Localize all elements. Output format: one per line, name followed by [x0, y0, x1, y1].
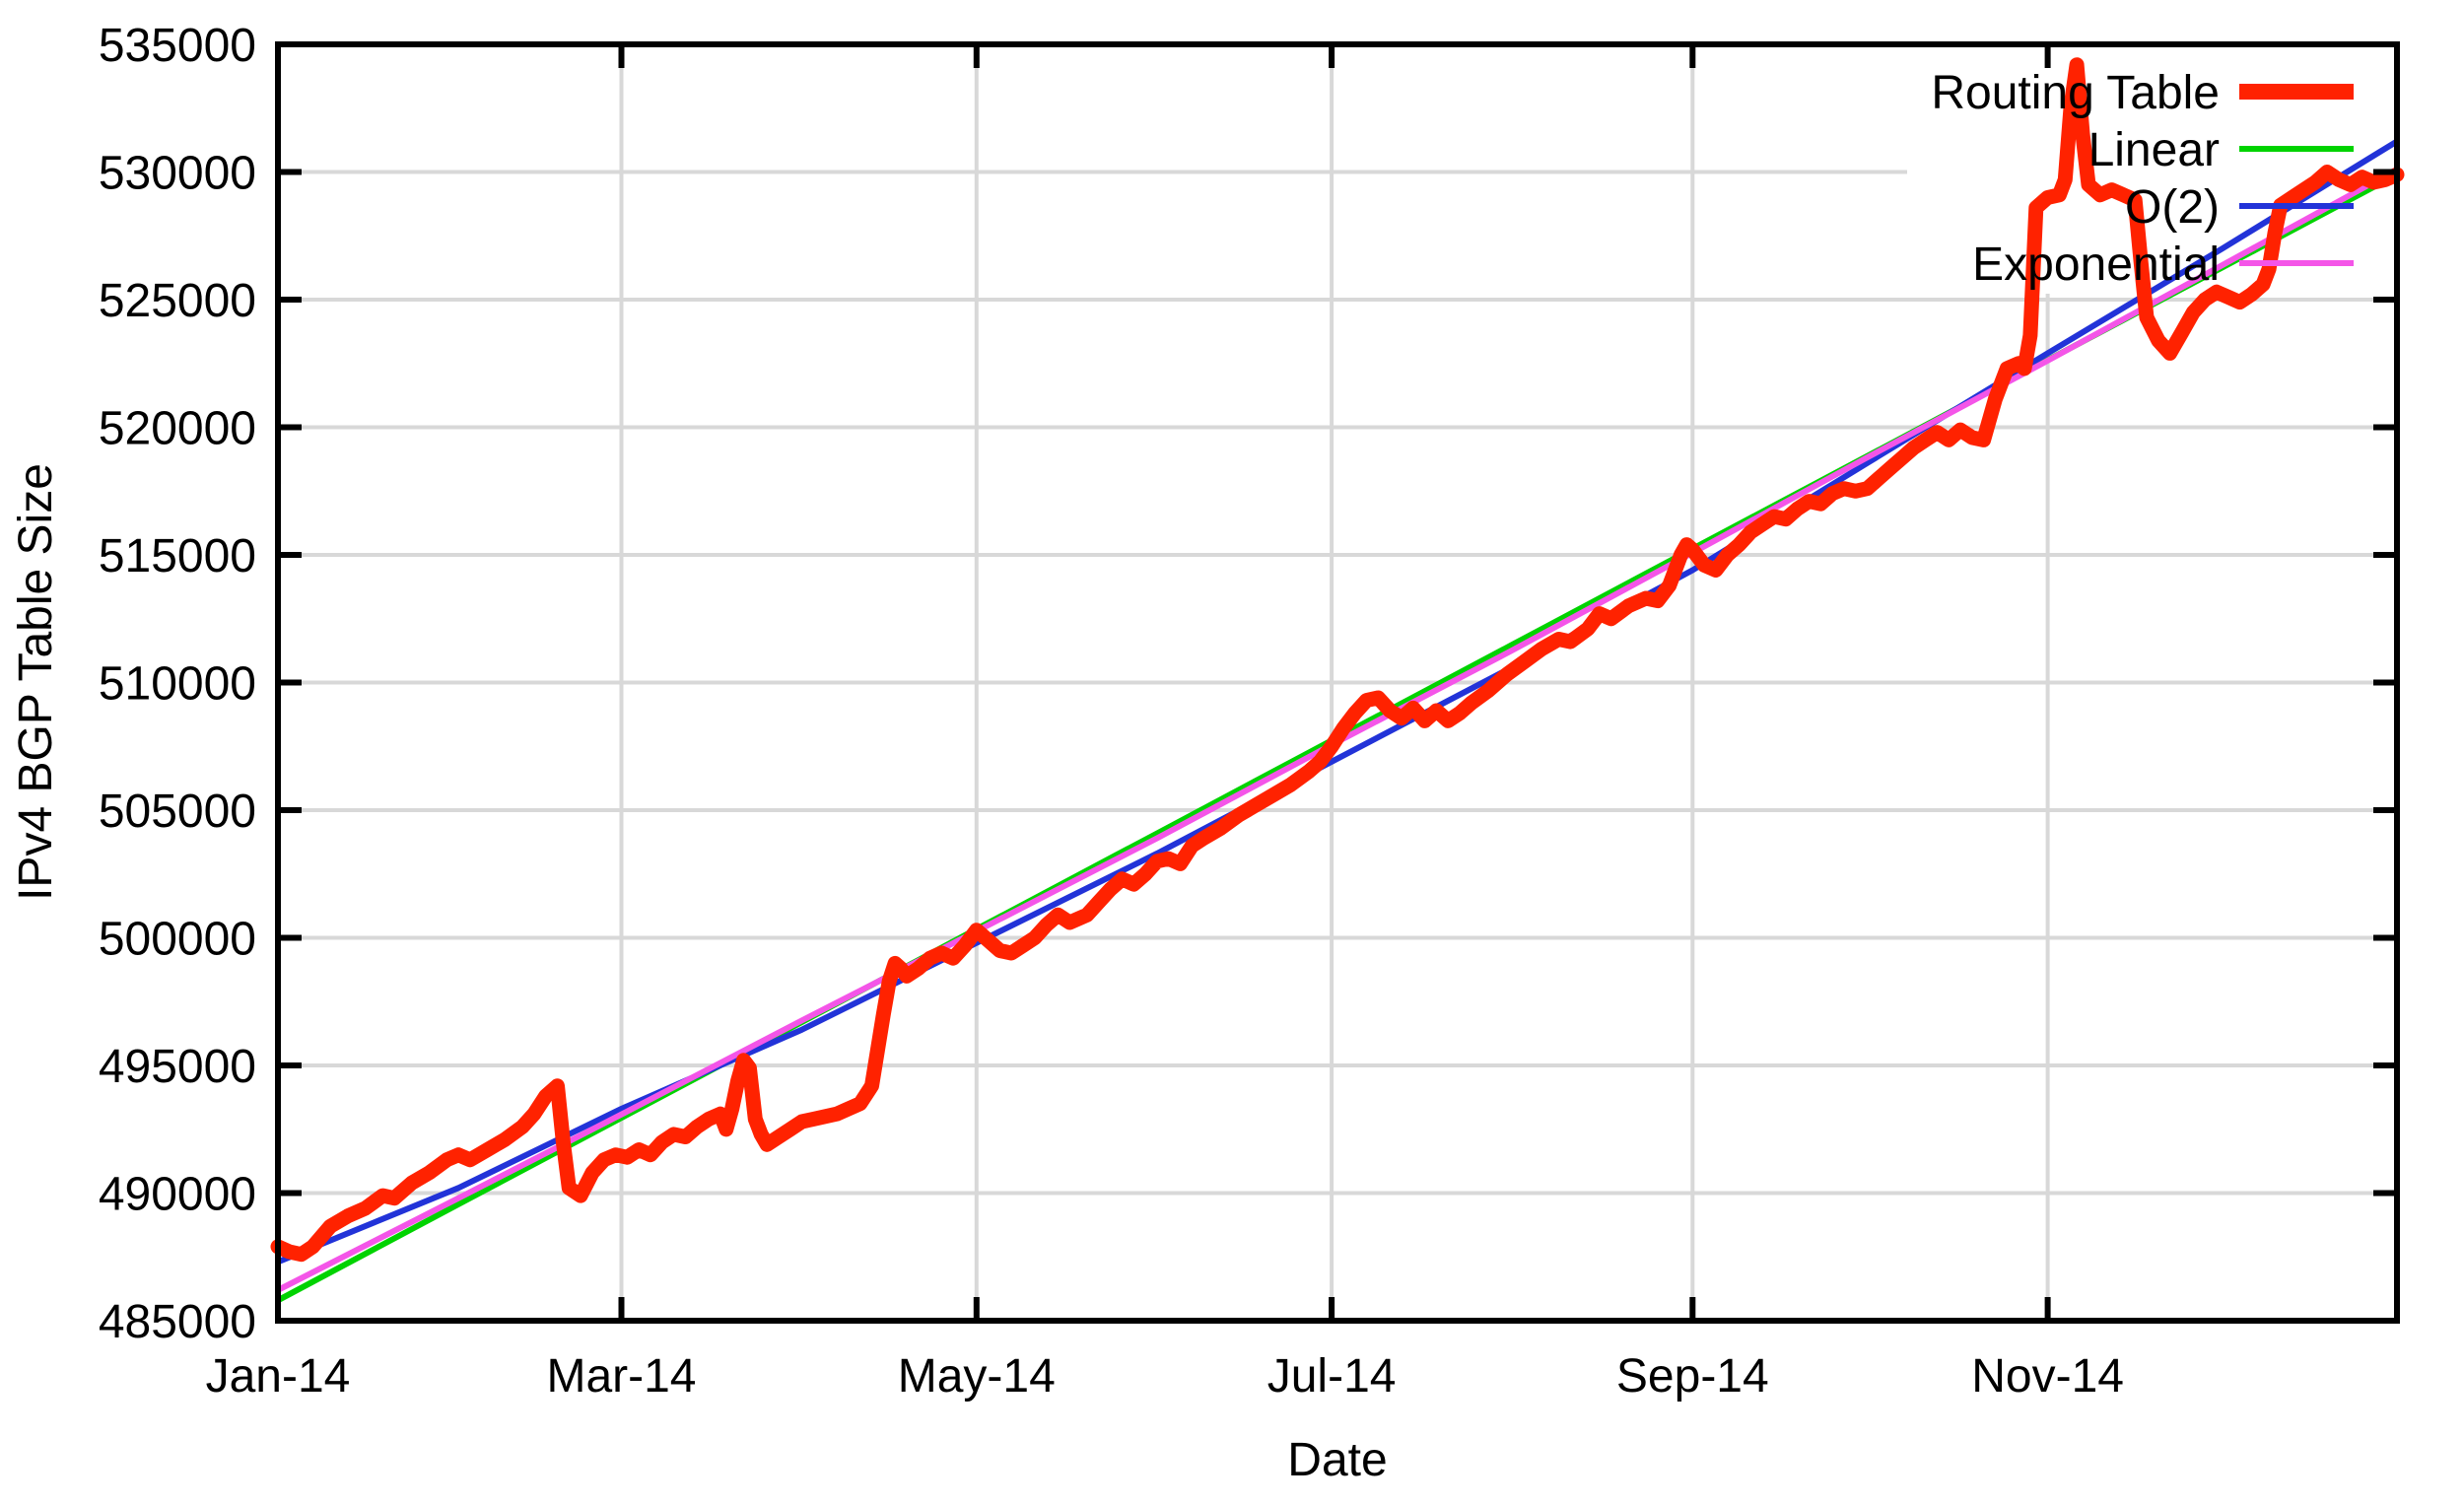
grid-layer [278, 44, 2397, 1321]
y-tick-label: 530000 [99, 148, 256, 200]
x-tick-label: Sep-14 [1616, 1350, 1769, 1403]
y-tick-label: 515000 [99, 530, 256, 582]
axes-frame-layer [275, 41, 2400, 1324]
legend-label-exponential: Exponential [1972, 239, 2220, 291]
routing-table-line [270, 57, 2405, 1263]
y-tick-label: 500000 [99, 914, 256, 966]
y-tick-label: 510000 [99, 658, 256, 711]
tick-label-layer: 485000 490000 495000 500000 505000 510000 5150… [99, 20, 2124, 1403]
y-tick-label: 485000 [99, 1296, 256, 1348]
x-tick-label: May-14 [898, 1350, 1056, 1403]
x-tick-label: Jul-14 [1267, 1350, 1397, 1403]
series-layer [270, 57, 2405, 1304]
x-tick-label: Jan-14 [206, 1350, 351, 1403]
legend-label-o-2-: O(2) [2125, 181, 2220, 234]
y-tick-label: 490000 [99, 1169, 256, 1221]
legend-label-linear: Linear [2088, 124, 2220, 176]
y-tick-label: 505000 [99, 786, 256, 838]
x-axis-title: Date [1287, 1434, 1387, 1486]
y-tick-label: 520000 [99, 403, 256, 455]
y-tick-label: 535000 [99, 20, 256, 72]
o-2--line [275, 138, 2400, 1266]
x-tick-label: Mar-14 [546, 1350, 696, 1403]
y-tick-label: 525000 [99, 275, 256, 327]
y-tick-label: 495000 [99, 1041, 256, 1093]
x-tick-label: Nov-14 [1971, 1350, 2124, 1403]
legend-label-routing-table: Routing Table [1931, 67, 2220, 119]
y-axis-title: IPv4 BGP Table Size [10, 463, 62, 901]
